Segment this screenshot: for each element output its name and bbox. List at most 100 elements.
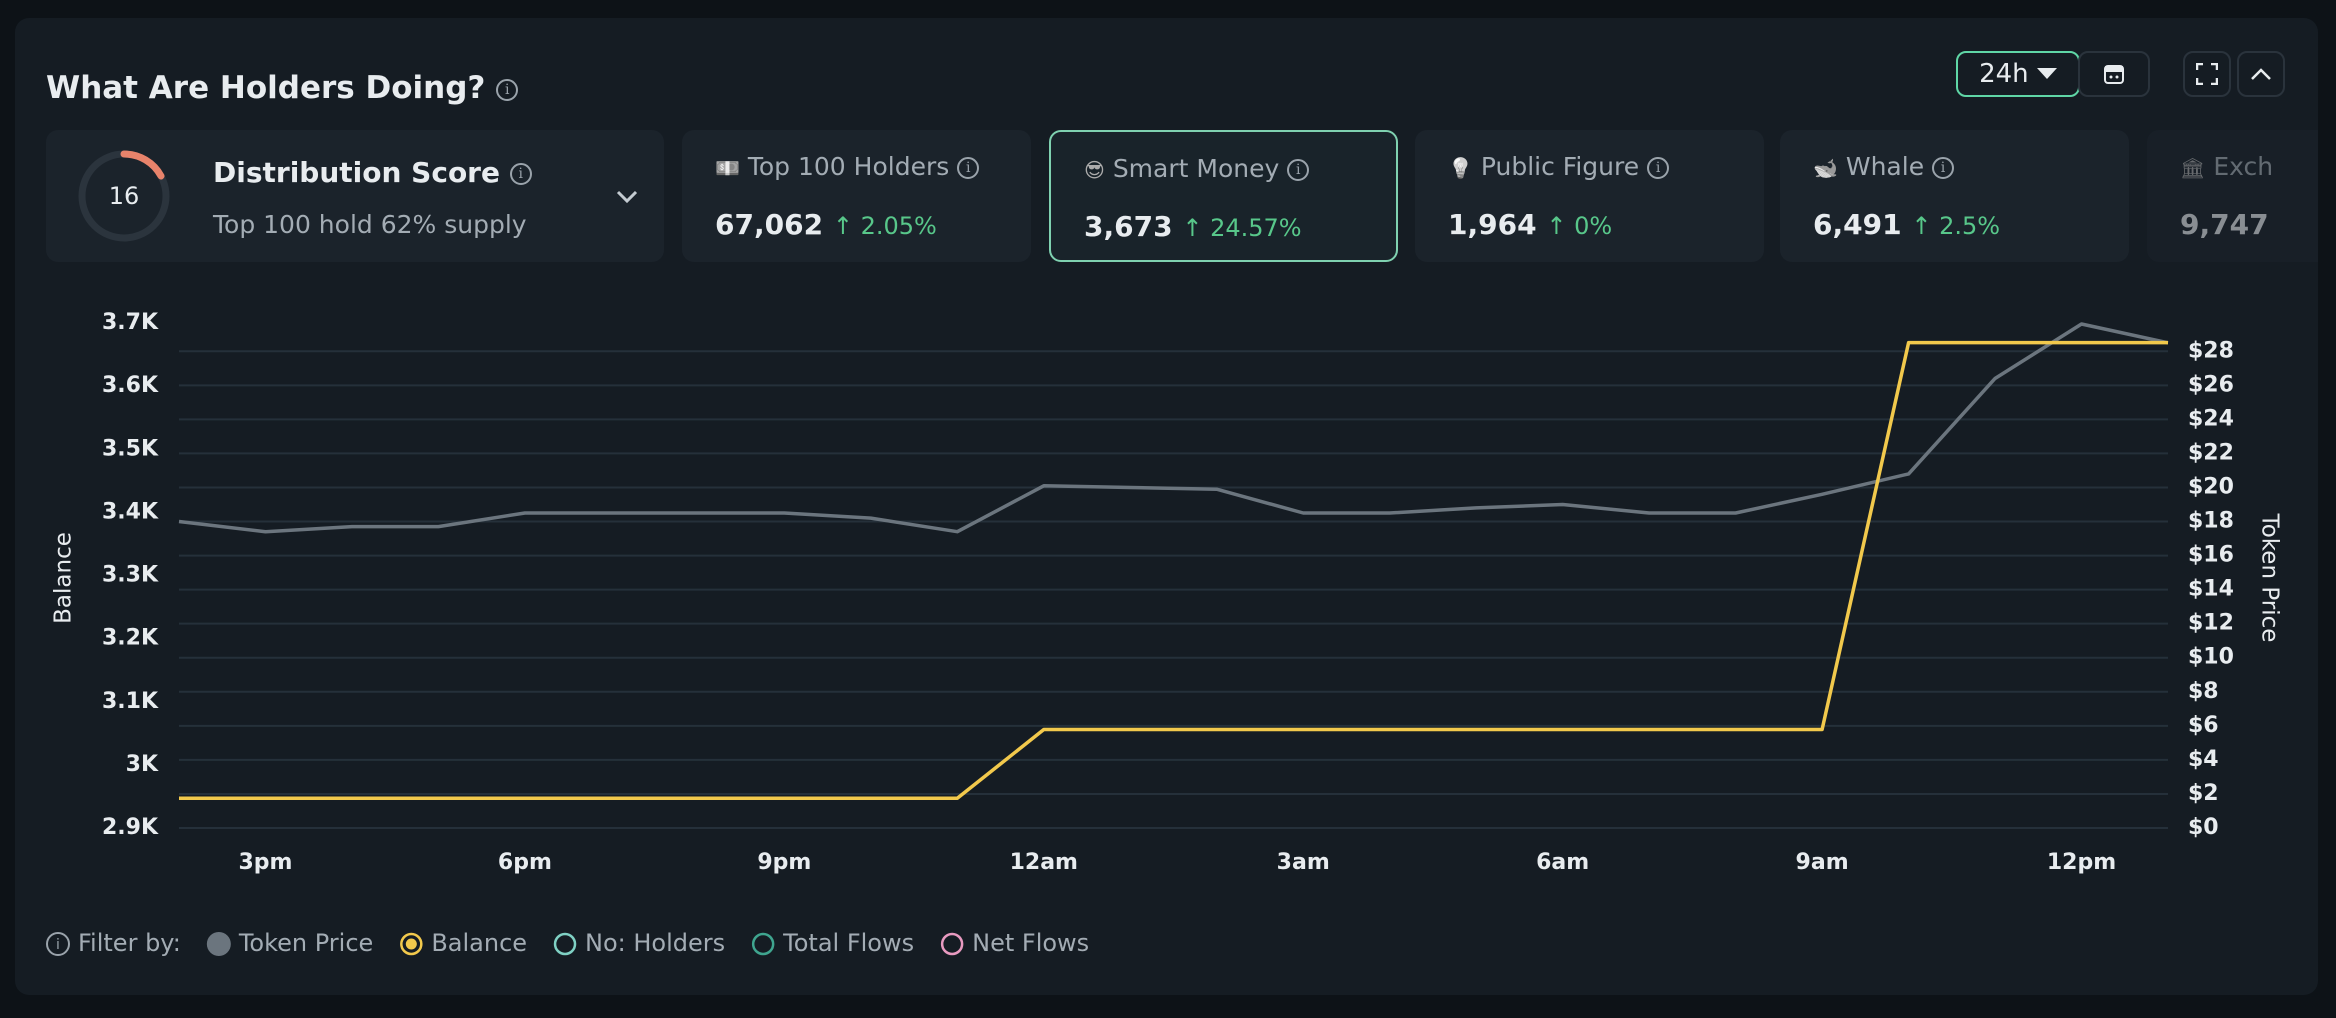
card-value: 3,673 ↑ 24.57%	[1084, 210, 1302, 243]
y2-tick-label: $28	[2188, 338, 2234, 363]
info-icon[interactable]: i	[957, 157, 980, 179]
card-change: ↑ 2.05%	[832, 212, 937, 240]
card-change: ↑ 24.57%	[1182, 214, 1302, 242]
y2-tick-label: $14	[2188, 577, 2234, 602]
y2-tick-label: $10	[2188, 645, 2234, 670]
legend-marker	[940, 932, 964, 956]
y2-tick-label: $4	[2188, 747, 2219, 772]
y2-tick-label: $0	[2188, 815, 2219, 840]
info-icon[interactable]: i	[496, 78, 519, 101]
card-title-text: Whale	[1845, 152, 1925, 181]
collapse-icon	[2251, 68, 2271, 80]
y-tick-label: 3.1K	[102, 689, 159, 714]
info-icon[interactable]: i	[1932, 157, 1955, 179]
fullscreen-button[interactable]	[2183, 51, 2231, 97]
y2-tick-label: $20	[2188, 474, 2234, 499]
card-title-text: Exch	[2213, 152, 2274, 181]
card-icon: 🐋	[1813, 156, 1838, 180]
distribution-card[interactable]: 16 Distribution Score i Top 100 hold 62%…	[46, 130, 664, 262]
x-tick-label: 12am	[1010, 850, 1078, 875]
y-tick-label: 3.4K	[102, 499, 159, 524]
calendar-button[interactable]	[2078, 51, 2150, 97]
y-tick-label: 3K	[126, 752, 159, 777]
score-value: 16	[109, 182, 140, 210]
title-text: What Are Holders Doing?	[46, 70, 486, 106]
card-title-text: Public Figure	[1480, 152, 1640, 181]
y2-tick-label: $22	[2188, 440, 2234, 465]
legend-label[interactable]: Balance	[431, 929, 527, 957]
score-ring: 16	[78, 150, 170, 242]
card-value-text: 9,747	[2180, 208, 2269, 241]
card-title-text: Top 100 Holders	[747, 152, 950, 181]
card-value-text: 6,491	[1813, 208, 1902, 241]
y2-tick-label: $16	[2188, 543, 2234, 568]
info-i: i	[56, 937, 60, 953]
y2-tick-label: $24	[2188, 406, 2234, 431]
card-change: ↑ 0%	[1546, 212, 1613, 240]
card-value: 67,062 ↑ 2.05%	[715, 208, 937, 241]
holder-card[interactable]: 😎 Smart Money i 3,673 ↑ 24.57%	[1049, 130, 1398, 262]
holder-card[interactable]: 💵 Top 100 Holders i 67,062 ↑ 2.05%	[682, 130, 1031, 262]
legend-label[interactable]: Total Flows	[782, 929, 914, 957]
x-tick-label: 3pm	[238, 850, 292, 875]
card-value-text: 3,673	[1084, 210, 1173, 243]
x-tick-label: 6pm	[498, 850, 552, 875]
legend-marker	[553, 932, 577, 956]
panel-title: What Are Holders Doing? i	[46, 70, 519, 106]
legend-marker	[751, 932, 775, 956]
legend-label[interactable]: Token Price	[238, 929, 373, 957]
y-tick-label: 3.2K	[102, 626, 159, 651]
y-tick-label: 3.3K	[102, 563, 159, 588]
info-icon[interactable]: i	[509, 163, 532, 185]
fullscreen-icon	[2196, 63, 2218, 85]
card-title: 💵 Top 100 Holders i	[715, 152, 980, 181]
card-change: ↑ 2.5%	[1911, 212, 2001, 240]
timeframe-value: 24h	[1979, 59, 2029, 89]
y2-tick-label: $8	[2188, 679, 2219, 704]
card-value: 6,491 ↑ 2.5%	[1813, 208, 2000, 241]
y2-axis-title: Token Price	[2257, 513, 2283, 643]
y-tick-label: 3.6K	[102, 373, 159, 398]
x-tick-label: 6am	[1536, 850, 1589, 875]
info-icon[interactable]: i	[1647, 157, 1670, 179]
filter-label: Filter by:	[78, 929, 181, 957]
card-value: 1,964 ↑ 0%	[1448, 208, 1612, 241]
info-icon[interactable]: i	[1287, 159, 1310, 181]
card-icon: 💵	[715, 156, 740, 180]
caret	[2036, 68, 2057, 79]
card-change-text: 2.5%	[1939, 212, 2001, 240]
card-value: 9,747	[2180, 208, 2269, 241]
x-tick-label: 3am	[1277, 850, 1330, 875]
card-title: 🏛 Exch	[2180, 152, 2273, 181]
card-change-text: 24.57%	[1210, 214, 1302, 242]
legend-marker	[400, 932, 423, 956]
card-value-text: 1,964	[1448, 208, 1537, 241]
holder-card[interactable]: 💡 Public Figure i 1,964 ↑ 0%	[1415, 130, 1764, 262]
distribution-subtitle: Top 100 hold 62% supply	[213, 210, 527, 239]
holder-card[interactable]: 🐋 Whale i 6,491 ↑ 2.5%	[1780, 130, 2129, 262]
y2-tick-label: $2	[2188, 781, 2219, 806]
holder-card[interactable]: 🏛 Exch 9,747	[2147, 130, 2318, 262]
card-title: 💡 Public Figure i	[1448, 152, 1670, 181]
panel: What Are Holders Doing? i 24h 16 Distrib…	[15, 18, 2318, 995]
legend-label[interactable]: Net Flows	[972, 929, 1089, 957]
card-title: 😎 Smart Money i	[1084, 154, 1310, 183]
timeframe-select[interactable]: 24h	[1956, 51, 2080, 97]
card-title: 🐋 Whale i	[1813, 152, 1955, 181]
distribution-title: Distribution Score i	[213, 156, 532, 189]
y2-tick-label: $6	[2188, 713, 2219, 738]
calendar-icon	[2104, 65, 2124, 84]
y2-tick-label: $12	[2188, 611, 2234, 636]
legend-marker-dot	[405, 938, 417, 950]
x-tick-label: 9am	[1796, 850, 1849, 875]
card-value-text: 67,062	[715, 208, 824, 241]
legend-label[interactable]: No: Holders	[585, 929, 725, 957]
collapse-button[interactable]	[2237, 51, 2285, 97]
expand-icon[interactable]	[616, 190, 638, 204]
y2-tick-label: $18	[2188, 509, 2234, 534]
card-change-text: 0%	[1574, 212, 1613, 240]
card-icon: 💡	[1448, 156, 1473, 180]
series-line	[179, 340, 2168, 801]
card-title-text: Smart Money	[1112, 154, 1280, 183]
